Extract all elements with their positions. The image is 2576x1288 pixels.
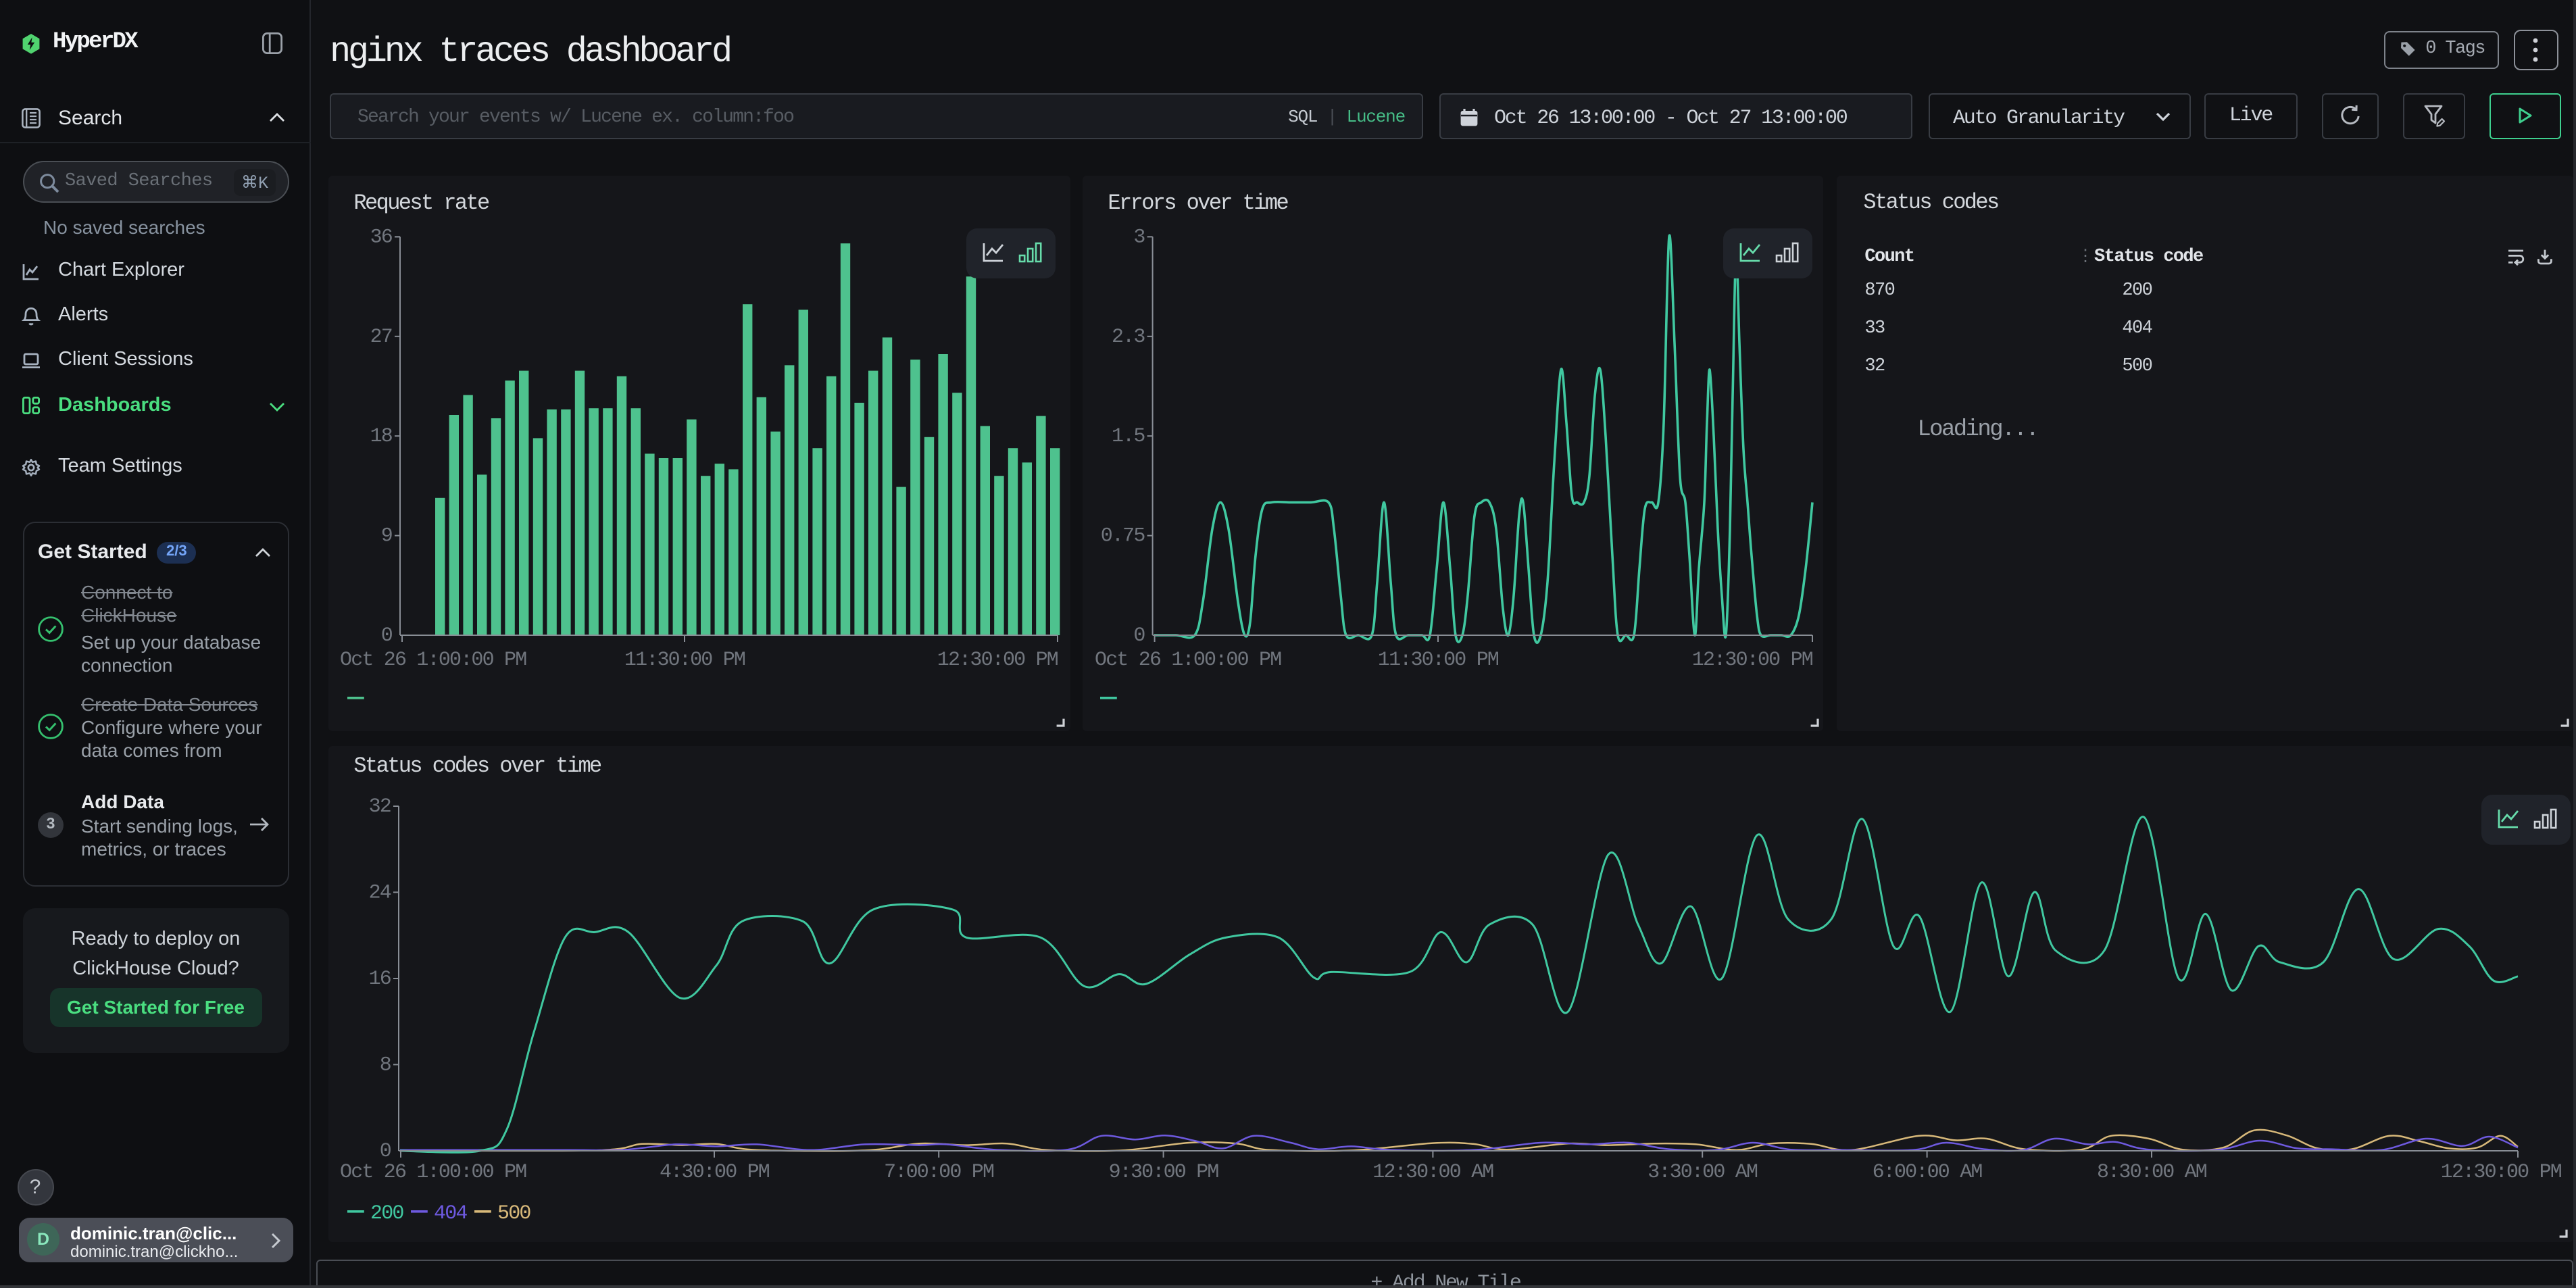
svg-text:200: 200 [370,1202,403,1224]
svg-text:12:30:00 PM: 12:30:00 PM [937,649,1058,672]
svg-text:0: 0 [1133,624,1145,647]
svg-text:24: 24 [369,881,391,903]
svg-text:0: 0 [381,624,393,647]
svg-text:32: 32 [369,795,391,818]
svg-text:Errors over time: Errors over time [1108,191,1288,216]
svg-text:7:00:00 PM: 7:00:00 PM [884,1160,994,1183]
svg-text:12:30:00 AM: 12:30:00 AM [1372,1160,1493,1183]
svg-text:11:30:00 PM: 11:30:00 PM [624,649,745,672]
svg-text:8:30:00 AM: 8:30:00 AM [2097,1160,2207,1183]
svg-text:27: 27 [370,326,392,349]
svg-text:Oct 26 1:00:00 PM: Oct 26 1:00:00 PM [340,649,526,672]
svg-text:1.5: 1.5 [1112,425,1145,448]
svg-text:16: 16 [369,967,391,990]
svg-text:0: 0 [380,1139,391,1162]
svg-text:500: 500 [497,1202,530,1224]
svg-text:Status codes over time: Status codes over time [353,753,601,778]
svg-text:4:30:00 PM: 4:30:00 PM [660,1160,770,1183]
svg-text:2.3: 2.3 [1112,326,1145,349]
svg-text:9:30:00 PM: 9:30:00 PM [1109,1160,1219,1183]
svg-text:11:30:00 PM: 11:30:00 PM [1378,649,1499,672]
svg-text:3: 3 [1133,226,1145,249]
svg-text:8: 8 [380,1053,391,1076]
svg-text:Oct 26 1:00:00 PM: Oct 26 1:00:00 PM [340,1160,526,1183]
svg-text:9: 9 [381,525,392,548]
svg-text:36: 36 [370,226,393,249]
svg-text:Request rate: Request rate [353,191,489,216]
svg-text:0.75: 0.75 [1101,525,1145,548]
svg-text:12:30:00 PM: 12:30:00 PM [1692,649,1813,672]
svg-text:3:30:00 AM: 3:30:00 AM [1648,1160,1758,1183]
svg-text:12:30:00 PM: 12:30:00 PM [2441,1160,2562,1183]
svg-text:18: 18 [370,425,393,448]
svg-text:404: 404 [434,1202,467,1224]
svg-text:6:00:00 AM: 6:00:00 AM [1873,1160,1983,1183]
svg-text:Oct 26 1:00:00 PM: Oct 26 1:00:00 PM [1095,649,1281,672]
